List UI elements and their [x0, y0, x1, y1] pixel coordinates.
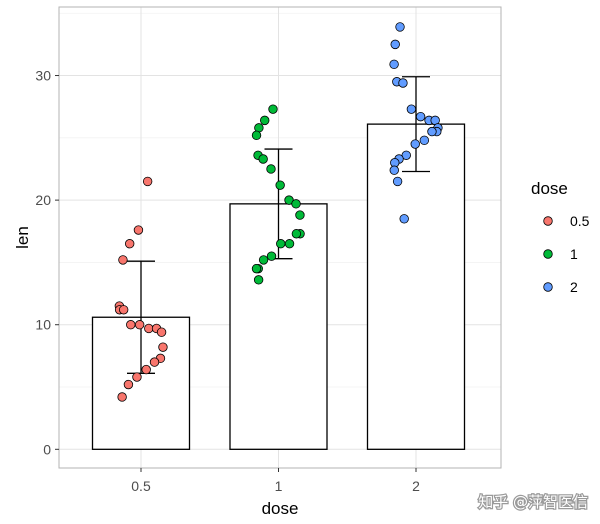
data-point-dose-1 [266, 251, 277, 261]
legend-title: dose [531, 179, 568, 198]
data-point-dose-1 [291, 229, 302, 239]
data-point-dose-2 [419, 135, 430, 146]
y-axis-ticks: 0 10 20 30 [35, 68, 59, 457]
data-point-dose-2 [399, 214, 409, 224]
legend: dose 0.5 1 2 [531, 179, 590, 295]
data-point-dose-2 [390, 39, 400, 50]
data-point-dose-0.5 [117, 392, 127, 402]
legend-key-2 [543, 282, 553, 292]
x-axis-ticks: 0.5 1 2 [131, 468, 420, 494]
y-tick-label: 10 [35, 317, 51, 333]
data-point-dose-1 [258, 154, 268, 164]
x-tick-label: 0.5 [131, 478, 151, 494]
x-axis-title: dose [262, 499, 299, 518]
bar-2 [366, 123, 466, 450]
watermark: 知乎 @萍智医信 [478, 493, 588, 511]
y-tick-label: 30 [35, 68, 51, 84]
data-point-dose-1 [276, 239, 286, 249]
data-point-dose-1 [291, 199, 301, 209]
data-point-dose-1 [266, 164, 276, 174]
x-tick-label: 1 [275, 478, 283, 494]
legend-label: 0.5 [570, 213, 590, 229]
data-point-dose-2 [389, 165, 399, 175]
data-points [114, 22, 443, 402]
data-point-dose-1 [275, 180, 285, 190]
data-point-dose-2 [410, 139, 420, 149]
data-point-dose-2 [398, 78, 408, 88]
data-point-dose-0.5 [132, 372, 142, 382]
panel-border [58, 6, 502, 469]
data-point-dose-2 [401, 150, 411, 160]
data-point-dose-0.5 [144, 323, 154, 334]
data-point-dose-2 [389, 59, 399, 70]
legend-label: 1 [570, 246, 578, 262]
data-point-dose-2 [427, 126, 437, 137]
data-point-dose-1 [295, 210, 305, 220]
x-tick-label: 2 [412, 478, 420, 494]
data-point-dose-1 [253, 275, 264, 285]
data-point-dose-0.5 [126, 320, 136, 330]
data-point-dose-0.5 [142, 176, 153, 187]
data-point-dose-1 [284, 239, 295, 249]
y-axis-title: len [13, 226, 32, 249]
bars [91, 123, 466, 450]
data-point-dose-1 [251, 130, 262, 141]
data-point-dose-0.5 [133, 225, 144, 235]
data-point-dose-1 [258, 255, 269, 265]
data-point-dose-0.5 [141, 364, 151, 375]
y-tick-label: 0 [43, 441, 51, 457]
legend-key-1 [543, 249, 553, 259]
data-point-dose-0.5 [156, 327, 167, 337]
data-point-dose-0.5 [118, 255, 128, 265]
data-point-dose-1 [260, 115, 270, 126]
data-point-dose-2 [395, 22, 405, 32]
data-point-dose-2 [392, 176, 403, 187]
data-point-dose-1 [268, 104, 278, 114]
data-point-dose-0.5 [134, 320, 145, 330]
legend-label: 2 [570, 279, 578, 295]
data-point-dose-0.5 [124, 239, 135, 249]
data-point-dose-0.5 [118, 305, 129, 315]
data-point-dose-1 [251, 263, 262, 274]
data-point-dose-2 [406, 104, 417, 114]
y-tick-label: 20 [35, 192, 51, 208]
data-point-dose-0.5 [123, 379, 134, 390]
data-point-dose-2 [415, 111, 426, 122]
legend-key-0.5 [543, 216, 553, 226]
data-point-dose-0.5 [158, 342, 168, 352]
data-point-dose-0.5 [149, 357, 160, 367]
